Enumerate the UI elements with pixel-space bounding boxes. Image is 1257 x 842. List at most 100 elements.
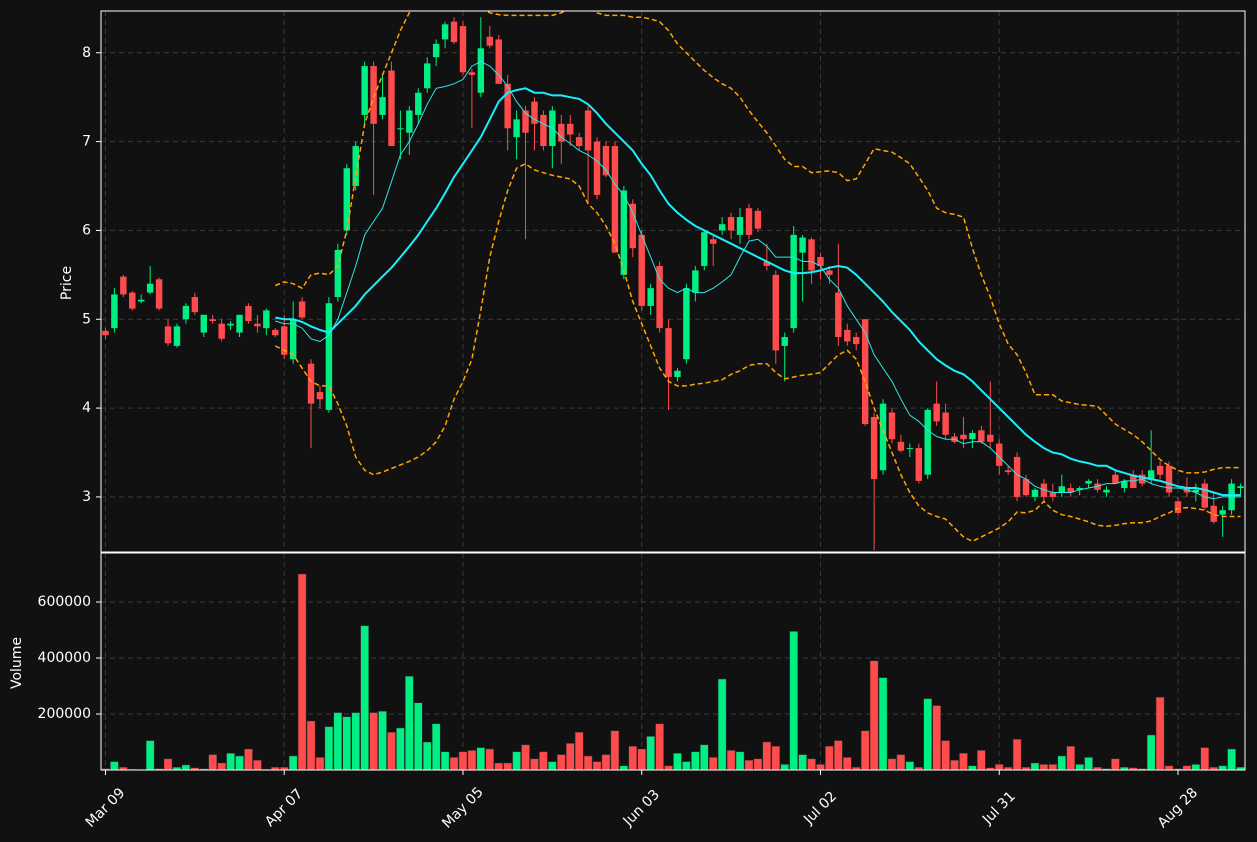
candle-body xyxy=(906,448,914,450)
candle-body xyxy=(254,323,261,327)
candle-body xyxy=(513,119,520,138)
volume-bar xyxy=(119,766,128,770)
candle-body xyxy=(289,319,297,360)
candle-body xyxy=(388,70,395,147)
candle-body xyxy=(1076,488,1083,490)
x-tick-label: May 05 xyxy=(439,784,487,832)
volume-bar xyxy=(655,723,664,770)
candle-body xyxy=(1165,465,1173,493)
candle-body xyxy=(1067,488,1074,493)
volume-frame xyxy=(100,552,1246,771)
volume-bar xyxy=(1120,766,1129,770)
volume-bar xyxy=(110,761,119,770)
candle-body xyxy=(1031,489,1039,497)
candle-body xyxy=(245,305,252,322)
overlay-line xyxy=(275,61,1241,500)
candle-body xyxy=(459,26,467,73)
volume-bar xyxy=(753,758,763,770)
candle-body xyxy=(799,237,806,253)
volume-bar xyxy=(780,764,789,770)
candle-body xyxy=(1219,510,1226,515)
volume-bar xyxy=(1155,696,1165,770)
volume-bar xyxy=(324,726,334,770)
candle-body xyxy=(611,146,619,253)
volume-bar xyxy=(610,730,620,770)
volume-bar xyxy=(1129,767,1138,770)
candle-body xyxy=(584,110,592,151)
candle-body xyxy=(915,448,922,481)
volume-tick-label: 200000 xyxy=(38,706,91,722)
volume-bar xyxy=(968,765,977,770)
candle-body xyxy=(558,123,565,142)
volume-bar xyxy=(869,660,879,770)
candle-body xyxy=(629,203,636,249)
volume-bar xyxy=(717,678,727,770)
volume-bar xyxy=(1012,738,1022,770)
candle-body xyxy=(272,329,279,336)
volume-bar xyxy=(905,761,915,770)
volume-bar xyxy=(1084,757,1093,770)
volume-bar xyxy=(485,748,495,770)
candle-body xyxy=(540,114,547,147)
volume-bar xyxy=(691,751,700,770)
candle-body xyxy=(593,141,601,195)
candle-body xyxy=(406,110,413,133)
volume-bar xyxy=(843,757,852,770)
volume-bar xyxy=(387,731,396,770)
volume-bar xyxy=(583,755,593,770)
candle-body xyxy=(120,276,127,295)
volume-bar xyxy=(664,765,673,770)
volume-bar xyxy=(530,758,539,770)
volume-bar xyxy=(834,740,843,770)
candle-body xyxy=(504,83,511,129)
candle-body xyxy=(844,329,851,342)
candle-body xyxy=(647,288,654,306)
volume-bar xyxy=(708,757,718,770)
volume-bar xyxy=(726,750,736,770)
candle-body xyxy=(870,416,878,480)
candle-body xyxy=(1121,480,1128,489)
candle-body xyxy=(111,294,118,329)
volume-bar xyxy=(673,752,682,770)
y-tick-label: 8 xyxy=(82,45,91,61)
volume-bar xyxy=(851,766,861,770)
volume-bar xyxy=(208,754,217,770)
candle-body xyxy=(808,239,815,271)
candle-body xyxy=(996,443,1003,466)
candle-body xyxy=(361,66,368,115)
volume-bar xyxy=(807,758,816,770)
price-panel xyxy=(101,11,1245,552)
volume-bar xyxy=(548,761,557,770)
volume-bar xyxy=(476,747,486,770)
x-tick-label: Aug 28 xyxy=(1155,785,1201,831)
volume-bar xyxy=(798,754,807,770)
candle-body xyxy=(164,326,172,344)
candle-body xyxy=(415,92,422,115)
volume-bar xyxy=(172,766,182,770)
candle-body xyxy=(1103,489,1110,493)
candle-body xyxy=(263,310,270,329)
candle-body xyxy=(397,128,404,130)
x-tick-label: Jun 03 xyxy=(620,787,663,830)
candle-body xyxy=(1210,505,1217,522)
volume-bar xyxy=(1021,766,1031,770)
volume-bar xyxy=(306,720,316,770)
candle-body xyxy=(1049,492,1057,497)
volume-bar xyxy=(914,766,924,770)
volume-bar xyxy=(226,752,235,770)
candle-body xyxy=(343,168,350,231)
volume-bar xyxy=(1227,748,1236,770)
volume-bar xyxy=(986,767,995,770)
volume-bar xyxy=(1066,745,1075,770)
volume-bar xyxy=(458,751,468,770)
volume-bar xyxy=(396,727,405,770)
volume-bar xyxy=(619,765,629,770)
candle-body xyxy=(209,319,216,322)
candle-body xyxy=(620,190,628,275)
volume-bar xyxy=(351,712,360,770)
candle-body xyxy=(450,21,458,43)
volume-bar xyxy=(1111,758,1120,770)
volume-tick-label: 600000 xyxy=(38,594,91,610)
volume-bar xyxy=(860,730,870,770)
volume-bar xyxy=(405,675,414,770)
